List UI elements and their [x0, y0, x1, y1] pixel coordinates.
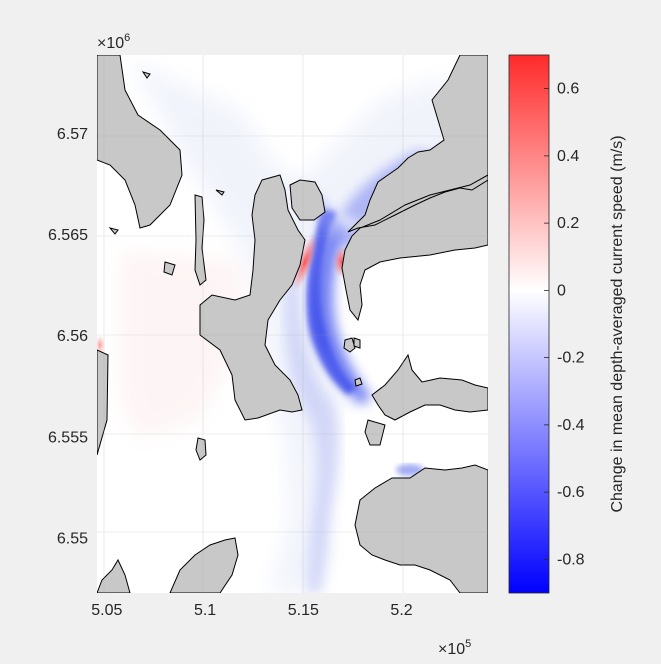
- channel-jet-core: [312, 230, 372, 405]
- colorbar-tick-label: 0.4: [557, 148, 579, 165]
- x-exponent-label: ×105: [438, 638, 471, 658]
- colorbar-tick-label: -0.8: [557, 551, 585, 568]
- colorbar-tick-label: -0.4: [557, 417, 585, 434]
- land-islet-channel-3: [354, 377, 363, 387]
- land-islet-channel-1: [343, 337, 356, 353]
- y-tick-label: 6.55: [57, 530, 88, 547]
- colorbar-label: Change in mean depth-averaged current sp…: [609, 135, 626, 512]
- colorbar-tick-label: 0.6: [557, 81, 579, 98]
- red-patch-west: [292, 233, 318, 291]
- colorbar-ticks: 0.6 0.4 0.2 0 -0.2 -0.4 -0.6 -0.8: [544, 81, 585, 568]
- red-patch-far-west: [97, 335, 105, 355]
- colorbar-tick-label: -0.6: [557, 484, 585, 501]
- colorbar: [508, 54, 550, 594]
- land-rock-north: [141, 71, 151, 79]
- land-islet-south: [195, 437, 207, 461]
- channel-jet-inner: [306, 210, 356, 395]
- y-tick-label: 6.565: [48, 227, 88, 244]
- x-tick-label: 5.05: [91, 602, 122, 619]
- grid-lines: [97, 55, 488, 593]
- y-exponent-label: ×106: [97, 32, 130, 52]
- x-tick-label: 5.15: [288, 602, 319, 619]
- land-northeast: [341, 55, 488, 322]
- y-tick-label: 6.56: [57, 328, 88, 345]
- land-southwest: [97, 558, 131, 593]
- land-rock-central: [215, 189, 225, 196]
- colorbar-tick-label: 0.2: [557, 215, 579, 232]
- land-northwest: [97, 55, 183, 229]
- land-rock: [163, 261, 176, 276]
- land-islet-west: [194, 194, 207, 286]
- y-tick-labels: 6.55 6.555 6.56 6.565 6.57: [48, 126, 88, 548]
- land-south-center: [169, 537, 239, 593]
- land-southeast-islet: [364, 419, 386, 446]
- land-north-islet: [289, 179, 326, 221]
- land-west-edge: [97, 349, 109, 456]
- x-tick-label: 5.1: [194, 602, 216, 619]
- land-southeast-upper: [371, 353, 488, 421]
- land-rock-west: [108, 227, 119, 235]
- y-tick-label: 6.555: [48, 429, 88, 446]
- land-central-peninsula: [199, 174, 306, 421]
- land-islet-channel-2: [353, 337, 361, 349]
- land-masses: [97, 55, 488, 593]
- y-tick-label: 6.57: [57, 126, 88, 143]
- map-field: [97, 55, 488, 593]
- channel-band-outer: [285, 240, 340, 593]
- colorbar-tick-label: -0.2: [557, 350, 585, 367]
- colorbar-tick-label: 0: [557, 282, 566, 299]
- x-tick-label: 5.2: [390, 602, 412, 619]
- land-southeast-lower: [354, 464, 488, 593]
- x-tick-labels: 5.05 5.1 5.15 5.2: [91, 602, 413, 619]
